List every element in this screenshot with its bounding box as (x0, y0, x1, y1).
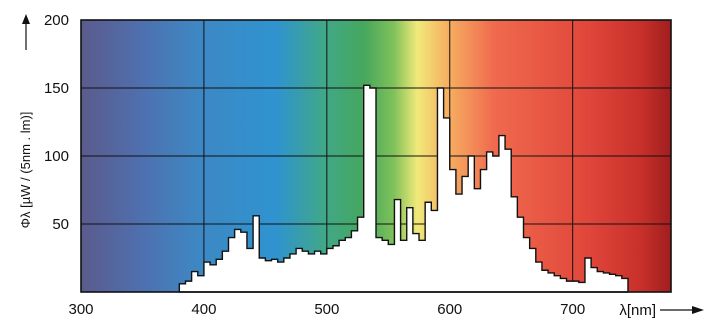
spectral-distribution-area (178, 84, 629, 293)
tick-labels: 300 400 500 600 700 50 100 150 200 (44, 12, 585, 318)
y-axis-title: Φλ [µW / (5nm . lm)] (18, 112, 33, 229)
y-tick-label: 150 (44, 80, 69, 97)
y-tick-label: 50 (52, 216, 69, 233)
x-axis-title: λ[nm] (619, 302, 656, 319)
y-tick-label: 100 (44, 148, 69, 165)
x-tick-label: 700 (560, 301, 585, 318)
y-axis-arrow-head (22, 14, 30, 24)
plot-frame (80, 19, 672, 293)
x-tick-label: 500 (314, 301, 339, 318)
x-tick-label: 600 (437, 301, 462, 318)
x-tick-label: 400 (191, 301, 216, 318)
x-axis-arrow-head (692, 306, 704, 314)
y-tick-label: 200 (44, 12, 69, 29)
x-tick-label: 300 (68, 301, 93, 318)
